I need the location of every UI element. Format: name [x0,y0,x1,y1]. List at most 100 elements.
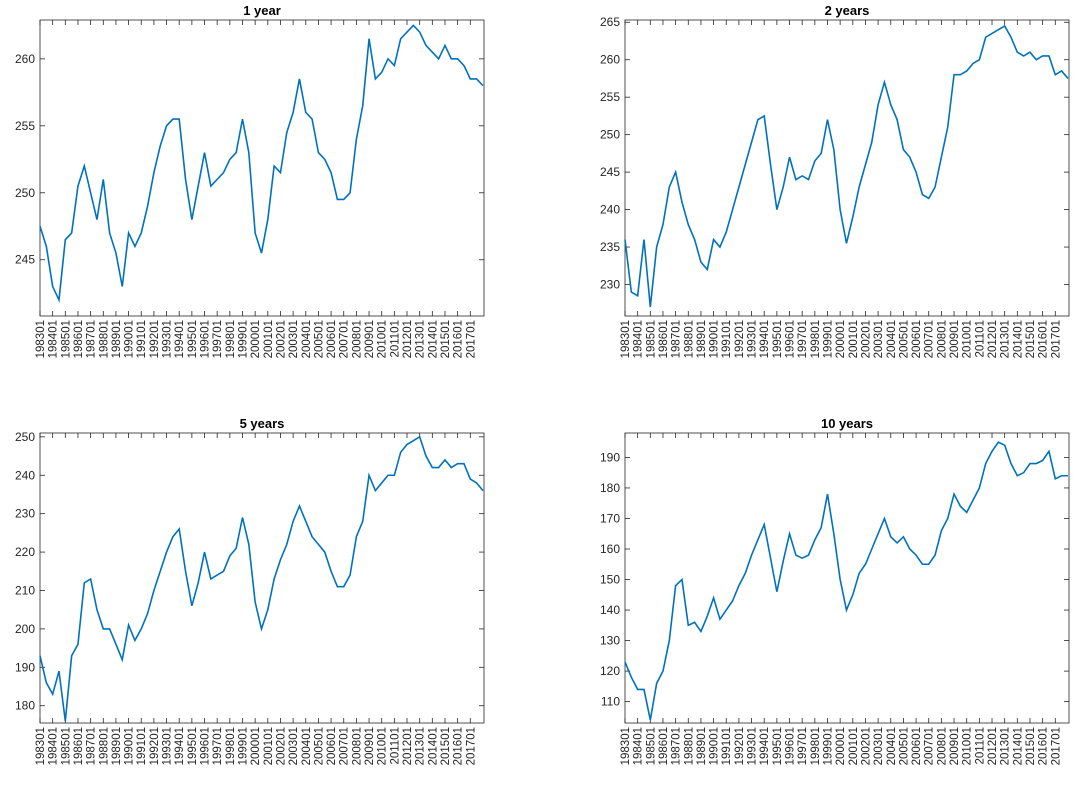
x-tick-label: 199301 [162,320,174,358]
y-tick-label: 110 [601,695,620,709]
x-tick-label: 199901 [822,320,834,358]
data-line [39,435,484,722]
x-tick-label: 200301 [288,320,300,358]
x-tick-label: 198701 [671,320,683,358]
x-tick-label: 200401 [301,727,313,765]
x-tick-label: 200201 [860,320,872,358]
y-tick-label: 170 [600,511,620,525]
data-line [624,441,1068,721]
chart-title: 1 year [243,3,281,18]
x-tick-label: 201501 [440,320,452,358]
x-tick-label: 201401 [1012,320,1024,358]
x-tick-label: 200301 [873,320,885,358]
x-tick-label: 198801 [98,727,110,765]
y-tick-label: 235 [600,240,620,254]
y-tick-label: 260 [600,53,620,67]
x-tick-label: 199301 [747,320,759,358]
x-tick-label: 200501 [313,727,325,765]
x-tick-label: 200001 [250,320,262,358]
y-tick-label: 255 [15,119,35,133]
x-tick-label: 200201 [275,320,287,358]
x-tick-label: 198801 [98,320,110,358]
x-tick-label: 201201 [402,727,414,765]
x-tick-label: 200001 [250,727,262,765]
y-tick-label: 245 [15,253,35,267]
x-tick-label: 199201 [149,320,161,358]
x-tick-label: 201501 [1025,320,1037,358]
x-tick-label: 199601 [785,320,797,358]
y-tick-label: 160 [600,542,620,556]
plot-area [624,19,1070,317]
x-tick-label: 199501 [772,320,784,358]
x-tick-label: 199001 [709,727,721,765]
x-tick-label: 200401 [886,320,898,358]
x-tick-label: 200101 [848,320,860,358]
x-tick-label: 199401 [759,320,771,358]
x-tick-label: 198401 [633,727,645,765]
y-tick-label: 190 [600,450,620,464]
x-tick-label: 199701 [212,320,224,358]
x-tick-label: 201501 [1025,727,1037,765]
x-tick-label: 198901 [696,727,708,765]
y-tick-label: 180 [15,699,35,713]
x-tick-label: 199501 [187,320,199,358]
x-tick-label: 201701 [465,320,477,358]
x-tick-label: 200601 [911,727,923,765]
x-tick-label: 201201 [987,320,999,358]
x-tick-label: 199001 [124,320,136,358]
x-tick-label: 200701 [339,320,351,358]
x-tick-label: 199501 [772,727,784,765]
y-tick-label: 210 [15,583,35,597]
x-tick-label: 201401 [1012,727,1024,765]
x-tick-label: 199701 [797,320,809,358]
y-tick-label: 200 [15,622,35,636]
x-tick-label: 201601 [1038,727,1050,765]
x-tick-label: 201601 [453,320,465,358]
x-tick-label: 200101 [848,727,860,765]
x-tick-label: 199301 [162,727,174,765]
x-tick-label: 198501 [645,320,657,358]
x-tick-label: 198801 [683,727,695,765]
x-tick-label: 199601 [200,320,212,358]
x-tick-label: 198501 [645,727,657,765]
x-tick-label: 198501 [60,727,72,765]
x-tick-label: 200501 [898,727,910,765]
x-tick-label: 200101 [263,320,275,358]
x-tick-label: 199101 [721,727,733,765]
x-tick-label: 201001 [962,320,974,358]
x-tick-label: 199701 [797,727,809,765]
data-line [39,24,484,303]
x-tick-label: 198701 [671,727,683,765]
x-tick-label: 198301 [35,320,47,358]
x-tick-label: 200601 [911,320,923,358]
x-tick-label: 201001 [962,727,974,765]
x-tick-label: 201101 [974,727,986,765]
y-tick-label: 240 [15,468,35,482]
x-tick-label: 198801 [683,320,695,358]
x-tick-label: 198401 [48,727,60,765]
x-tick-label: 200801 [936,320,948,358]
x-tick-label: 200801 [351,727,363,765]
x-tick-label: 201501 [440,727,452,765]
x-tick-label: 198701 [86,320,98,358]
chart-title: 5 years [240,416,285,431]
plot-area [39,19,485,317]
y-tick-label: 250 [15,430,35,444]
x-tick-label: 199801 [225,727,237,765]
y-tick-label: 220 [15,545,35,559]
y-tick-label: 230 [600,278,620,292]
x-tick-label: 201101 [974,320,986,358]
x-tick-label: 200501 [898,320,910,358]
x-tick-label: 199901 [822,727,834,765]
x-tick-label: 199501 [187,727,199,765]
x-tick-label: 200901 [949,320,961,358]
x-tick-label: 199401 [174,727,186,765]
x-tick-label: 198601 [658,320,670,358]
x-tick-label: 198701 [86,727,98,765]
x-tick-label: 198401 [48,320,60,358]
x-tick-label: 201201 [987,727,999,765]
x-tick-label: 200401 [886,727,898,765]
x-tick-label: 198601 [73,727,85,765]
